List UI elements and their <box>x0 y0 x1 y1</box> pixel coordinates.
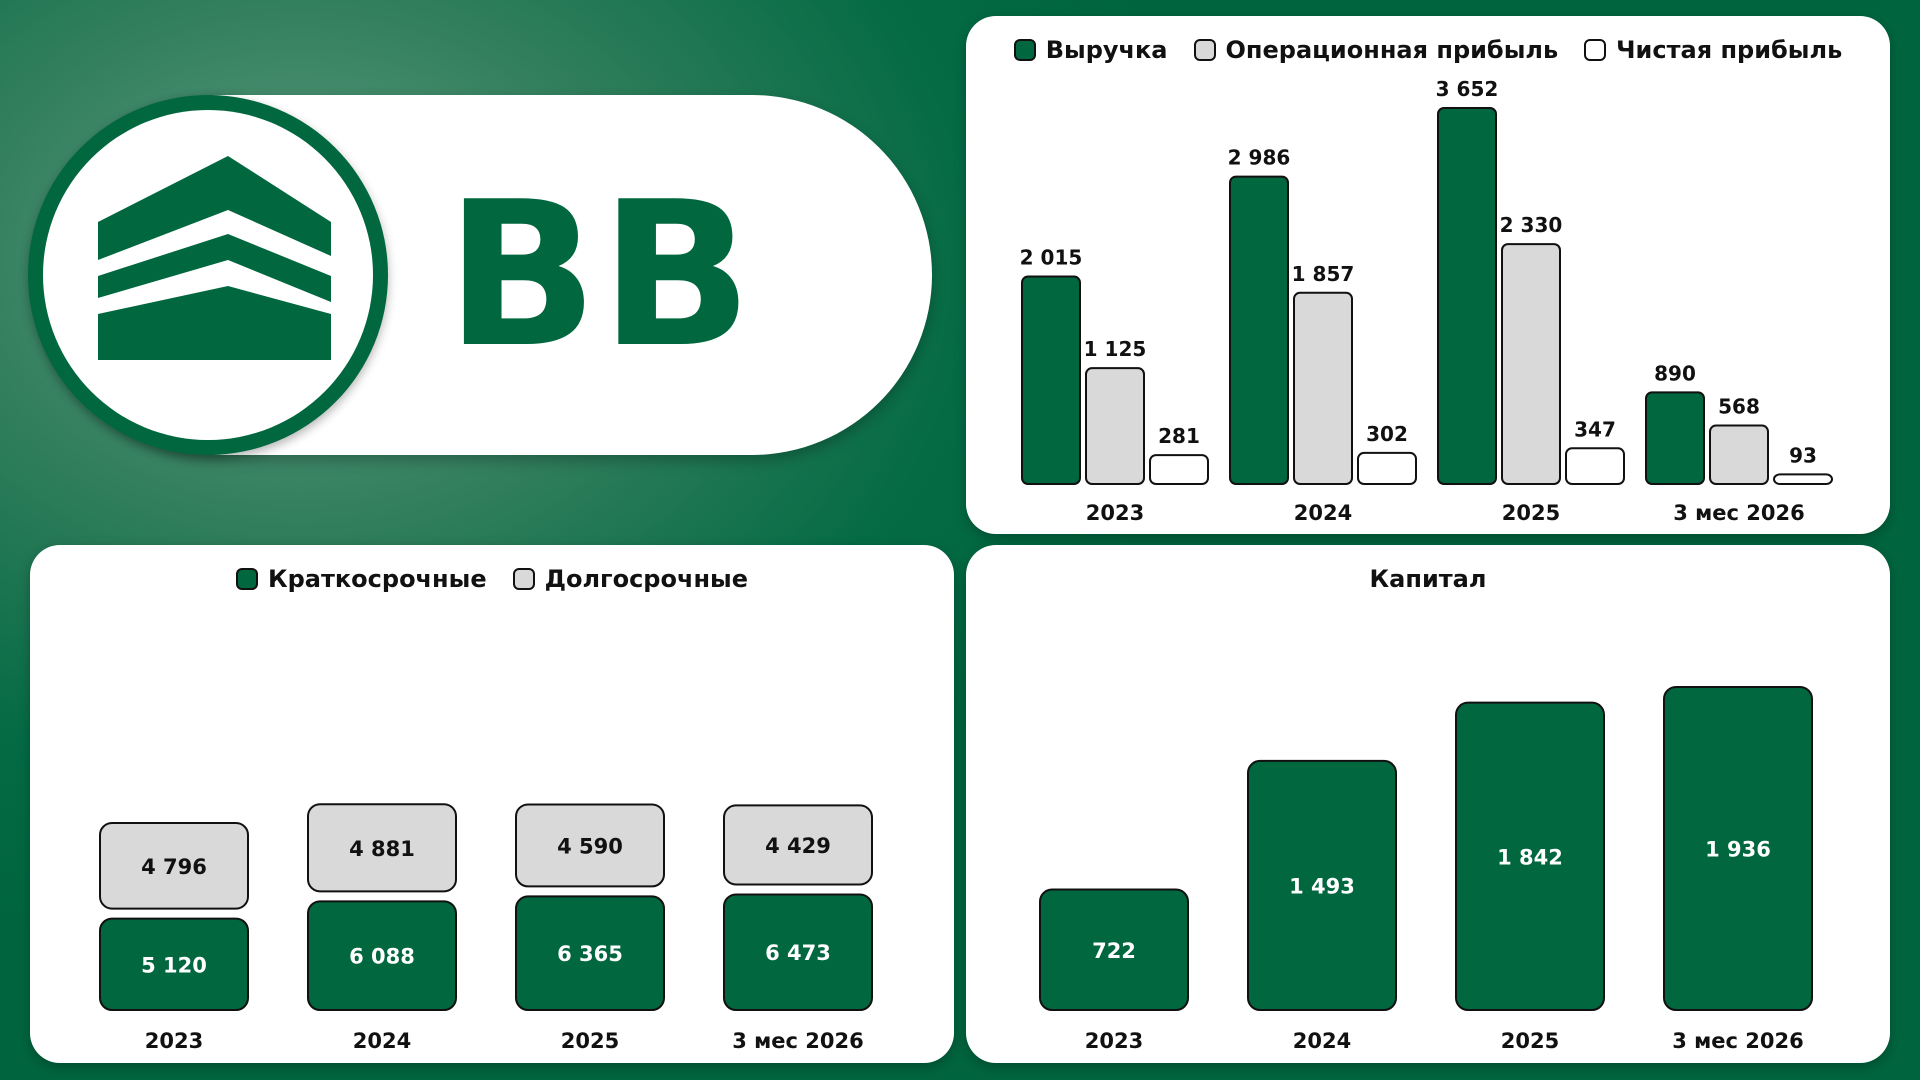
x-tick-label: 2023 <box>1086 501 1144 525</box>
bar-краткосрочные-2025 <box>515 895 665 1011</box>
legend-swatch-long-term <box>512 568 535 590</box>
bar-выручка-3-мес-2026 <box>1645 391 1705 485</box>
capital-chart: 722 2023 1 493 2024 1 842 2025 1 936 3 мес 2026 <box>1039 686 1813 1053</box>
bar-операционная-прибыль-3-мес-2026 <box>1709 424 1769 485</box>
logo-badge <box>28 95 388 455</box>
bar-capital-2024 <box>1247 759 1397 1011</box>
financials-panel: Выручка Операционная прибыль Чистая приб… <box>966 16 1890 534</box>
data-label: 1 857 <box>1292 262 1355 286</box>
capital-panel: Капитал 722 2023 1 493 2024 1 842 2025 1 936 3 … <box>966 545 1890 1063</box>
data-label: 568 <box>1718 395 1760 419</box>
data-label: 1 842 <box>1497 845 1563 869</box>
data-label: 4 881 <box>349 837 415 861</box>
x-tick-label: 2024 <box>1293 1029 1351 1053</box>
legend-swatch-operating-profit <box>1193 39 1216 61</box>
x-tick-label: 2024 <box>353 1029 411 1053</box>
debt-legend: Краткосрочные Долгосрочные <box>30 565 954 593</box>
x-tick-label: 2025 <box>1501 1029 1559 1053</box>
bar-краткосрочные-2023 <box>99 917 249 1011</box>
data-label: 6 088 <box>349 945 415 969</box>
bar-чистая-прибыль-2023 <box>1149 454 1209 485</box>
data-label: 2 330 <box>1500 213 1563 237</box>
bar-операционная-прибыль-2024 <box>1293 291 1353 485</box>
data-label: 6 365 <box>557 942 623 966</box>
data-label: 4 796 <box>141 855 207 879</box>
legend-item-operating-profit: Операционная прибыль <box>1193 36 1559 64</box>
bar-долгосрочные-2023 <box>99 821 249 910</box>
x-tick-label: 2024 <box>1294 501 1352 525</box>
bar-чистая-прибыль-2024 <box>1357 451 1417 485</box>
legend-item-revenue: Выручка <box>1013 36 1168 64</box>
bar-долгосрочные-2025 <box>515 803 665 888</box>
x-tick-label: 3 мес 2026 <box>1673 501 1805 525</box>
legend-label-operating-profit: Операционная прибыль <box>1225 36 1559 64</box>
data-label: 1 125 <box>1084 337 1147 361</box>
data-label: 5 120 <box>141 953 207 977</box>
bar-чистая-прибыль-2025 <box>1565 447 1625 486</box>
bar-краткосрочные-3-мес-2026 <box>723 893 873 1011</box>
bar-выручка-2024 <box>1229 175 1289 485</box>
legend-label-net-profit: Чистая прибыль <box>1616 36 1843 64</box>
data-label: 722 <box>1092 939 1136 963</box>
bar-операционная-прибыль-2023 <box>1085 367 1145 486</box>
legend-swatch-short-term <box>235 568 258 590</box>
legend-label-revenue: Выручка <box>1045 36 1168 64</box>
capital-title: Капитал <box>1369 565 1487 593</box>
x-tick-label: 3 мес 2026 <box>1672 1029 1804 1053</box>
financials-chart: 2 015 1 125 281 2023 2 986 1 857 302 2024 3 652 2… <box>1020 77 1833 525</box>
bar-долгосрочные-2024 <box>307 803 457 893</box>
bar-capital-2023 <box>1039 888 1189 1011</box>
bar-краткосрочные-2024 <box>307 900 457 1011</box>
data-label: 1 936 <box>1705 838 1771 862</box>
data-label: 6 473 <box>765 941 831 965</box>
data-label: 347 <box>1574 417 1616 441</box>
data-label: 1 493 <box>1289 874 1355 898</box>
x-tick-label: 2025 <box>561 1029 619 1053</box>
bar-долгосрочные-3-мес-2026 <box>723 804 873 886</box>
data-label: 93 <box>1789 443 1817 467</box>
bar-операционная-прибыль-2025 <box>1501 243 1561 485</box>
data-label: 2 986 <box>1228 146 1291 170</box>
logo-circle <box>43 110 373 440</box>
data-label: 4 429 <box>765 834 831 858</box>
stacked-chevron-roof-icon <box>98 156 331 360</box>
legend-item-net-profit: Чистая прибыль <box>1584 36 1842 64</box>
legend-swatch-revenue <box>1013 39 1036 61</box>
data-label: 890 <box>1654 361 1696 385</box>
bar-чистая-прибыль-3-мес-2026 <box>1773 473 1833 486</box>
data-label: 281 <box>1158 424 1200 448</box>
legend-swatch-net-profit <box>1584 39 1607 61</box>
data-label: 302 <box>1366 422 1408 446</box>
x-tick-label: 3 мес 2026 <box>732 1029 864 1053</box>
debt-panel: Краткосрочные Долгосрочные 5 120 4 796 202… <box>30 545 954 1063</box>
bar-capital-2025 <box>1455 701 1605 1011</box>
debt-chart: 5 120 4 796 2023 6 088 4 881 2024 6 365 4 590 20… <box>99 803 873 1053</box>
financials-legend: Выручка Операционная прибыль Чистая приб… <box>966 36 1890 64</box>
x-tick-label: 2023 <box>145 1029 203 1053</box>
x-tick-label: 2023 <box>1085 1029 1143 1053</box>
legend-item-long-term: Долгосрочные <box>512 565 749 593</box>
data-label: 3 652 <box>1436 77 1499 101</box>
x-tick-label: 2025 <box>1502 501 1560 525</box>
bar-выручка-2023 <box>1021 275 1081 485</box>
bar-выручка-2025 <box>1437 107 1497 485</box>
legend-label-long-term: Долгосрочные <box>544 565 749 593</box>
data-label: 4 590 <box>557 834 623 858</box>
legend-item-short-term: Краткосрочные <box>235 565 487 593</box>
data-label: 2 015 <box>1020 246 1083 270</box>
bar-capital-3-мес-2026 <box>1663 686 1813 1011</box>
legend-label-short-term: Краткосрочные <box>267 565 487 593</box>
ticker-symbol: BB <box>445 158 755 392</box>
